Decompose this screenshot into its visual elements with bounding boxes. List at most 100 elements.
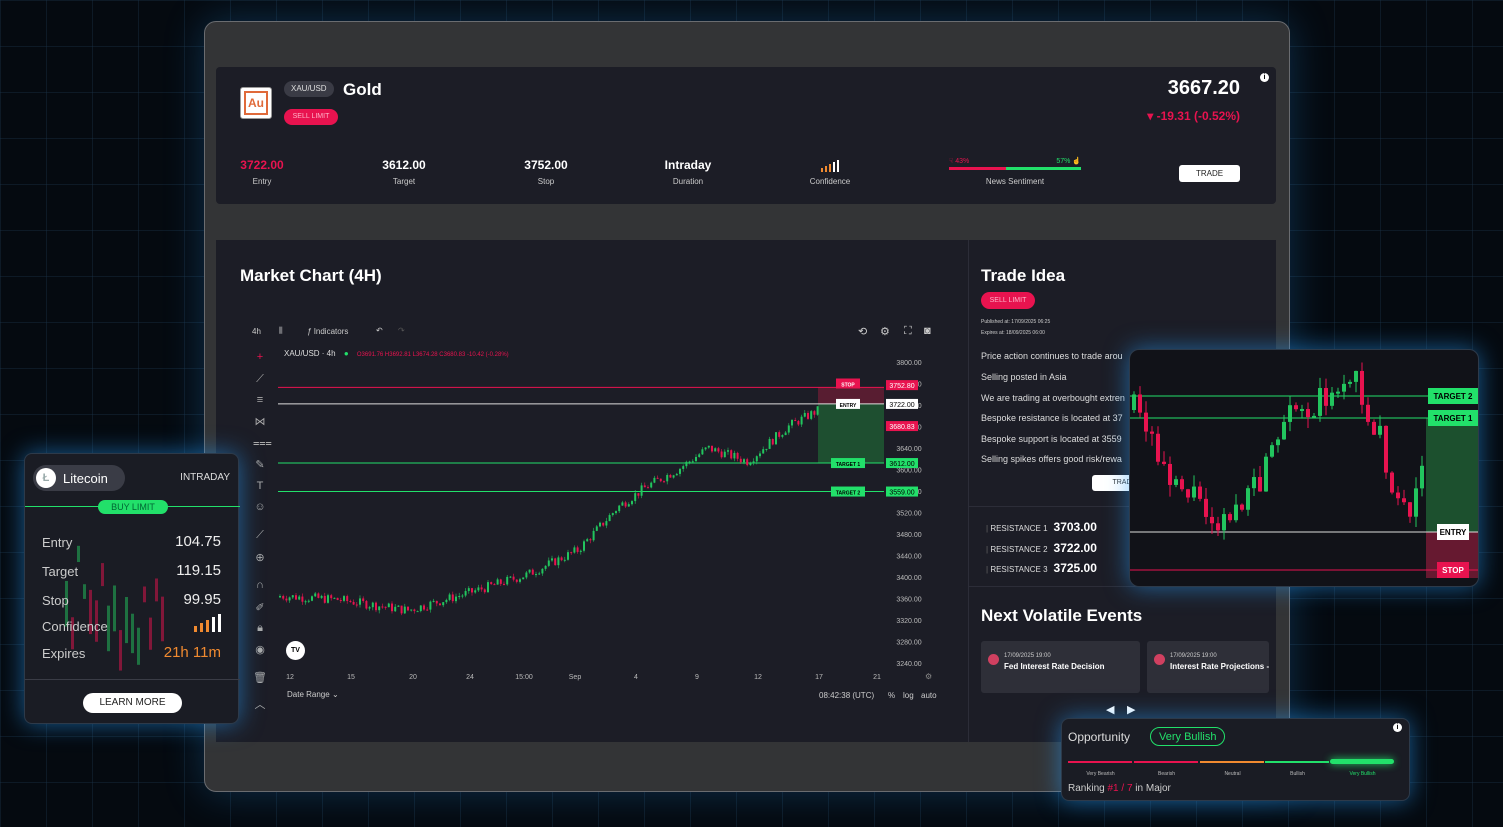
mini-candle (1144, 412, 1148, 432)
candle (362, 598, 365, 602)
pitchfork-icon[interactable]: ⋈ (254, 416, 266, 428)
mini-candle (1192, 486, 1196, 498)
candle (368, 607, 371, 609)
candle (615, 511, 617, 514)
current-price: 3667.20 (1167, 77, 1240, 99)
x-tick-label: 17 (815, 674, 823, 681)
stat-target: 3612.00 Target (382, 158, 426, 186)
candle (416, 611, 419, 613)
date-range-button[interactable]: Date Range ⌄ (287, 690, 339, 699)
crosshair-icon[interactable]: + (256, 351, 264, 363)
candle (570, 552, 573, 554)
info-icon[interactable]: i (1393, 723, 1402, 732)
event-card[interactable]: 17/09/2025 19:00 Fed Interest Rate Decisi… (981, 641, 1140, 693)
horizontal-lines-icon[interactable]: ≡ (256, 394, 264, 406)
settings-icon: ⚙ (925, 672, 932, 681)
ltc-bg-candle (77, 545, 80, 563)
prev-event-icon[interactable]: ◀ (1106, 704, 1115, 716)
candle (621, 502, 624, 506)
eye-icon[interactable]: ◉ (255, 644, 265, 656)
emoji-icon[interactable]: ☺ (254, 501, 266, 513)
candle (627, 504, 630, 507)
candle (685, 461, 688, 467)
scale-very-bearish (1068, 761, 1132, 763)
event-card[interactable]: 17/09/2025 19:00 Interest Rate Projection… (1147, 641, 1269, 693)
litecoin-background-chart (65, 545, 164, 671)
price-chart[interactable]: 3800.003760.003720.003680.003640.003600.… (278, 352, 950, 712)
candle (426, 609, 429, 611)
gold-logo: Au (240, 87, 272, 119)
info-icon[interactable]: i (1260, 73, 1269, 82)
scale-neutral (1200, 761, 1264, 763)
idea-line: Selling spikes offers good risk/rewa (981, 454, 1122, 464)
sentiment-bull: 57% ☝ (1056, 158, 1081, 165)
trendline-icon[interactable]: ⟋ (256, 373, 264, 385)
ruler-icon[interactable]: ⟋ (256, 529, 264, 541)
candle (583, 541, 585, 551)
camera-icon[interactable]: ◙ (924, 325, 931, 337)
horizon-label: INTRADAY (180, 472, 230, 483)
candle (592, 530, 595, 541)
ltc-badge: BUY LIMIT (98, 500, 168, 514)
mini-label: ENTRY (1440, 528, 1467, 537)
candle (576, 547, 579, 552)
zone-label-bg (831, 458, 865, 469)
candle (346, 596, 349, 602)
candle (778, 432, 781, 437)
settings-icon[interactable]: ⚙ (880, 326, 890, 338)
mini-candle (1306, 409, 1310, 418)
redo-icon[interactable]: ↷ (398, 326, 405, 335)
candle (659, 478, 662, 482)
mini-candle (1186, 489, 1190, 498)
fib-icon[interactable]: ⩶ (253, 437, 272, 449)
lock-drawing-icon[interactable]: ✐ (255, 602, 265, 614)
candle (810, 411, 813, 419)
fullscreen-icon[interactable]: ⛶ (904, 325, 912, 337)
candle (650, 482, 653, 488)
text-icon[interactable]: T (256, 480, 264, 492)
percent-toggle[interactable]: % (888, 691, 896, 700)
bear-icon: ☟ (949, 158, 956, 165)
brush-icon[interactable]: ✎ (255, 459, 265, 471)
candle (384, 606, 387, 608)
log-toggle[interactable]: log (903, 691, 914, 700)
published-at: Published at: 17/09/2025 06:25 (981, 319, 1051, 325)
mini-candle (1330, 392, 1334, 406)
interval-selector[interactable]: 4h (252, 327, 261, 336)
candle (467, 588, 470, 592)
candle (682, 466, 685, 469)
candle (723, 451, 726, 458)
undo-icon[interactable]: ↶ (376, 326, 383, 335)
replay-icon[interactable]: ⟲ (858, 326, 868, 338)
candle (387, 603, 390, 608)
next-event-icon[interactable]: ▶ (1127, 704, 1136, 716)
candle (336, 597, 339, 601)
trash-icon[interactable]: 🗑︎ (253, 672, 267, 684)
collapse-icon[interactable]: ︿ (254, 699, 266, 711)
mini-label: TARGET 2 (1434, 392, 1474, 401)
mini-candle (1198, 486, 1202, 499)
clock-readout: 08:42:38 (UTC) (819, 691, 875, 700)
y-tick-label: 3440.00 (896, 554, 921, 561)
mini-candle (1282, 421, 1286, 440)
candle (483, 589, 486, 593)
trade-button[interactable]: TRADE (1179, 165, 1240, 182)
candle-type-icon[interactable]: ⫼ (279, 326, 283, 335)
candle (704, 447, 707, 450)
mini-label: TARGET 1 (1434, 414, 1474, 423)
mini-candle (1294, 405, 1298, 410)
auto-toggle[interactable]: auto (921, 691, 937, 700)
candle (381, 606, 384, 608)
indicators-button[interactable]: ƒ Indicators (307, 327, 349, 336)
lock-icon[interactable]: 🔒︎ (257, 622, 263, 634)
candle (653, 477, 656, 483)
ltc-bg-candle (125, 597, 128, 644)
zoom-icon[interactable]: ⊕ (255, 552, 265, 564)
candle (784, 432, 787, 436)
mini-candle (1396, 492, 1400, 499)
magnet-icon[interactable]: ∩ (256, 579, 264, 591)
mini-candle (1348, 381, 1352, 384)
candle (400, 605, 403, 614)
candle (563, 559, 566, 561)
learn-more-button[interactable]: LEARN MORE (83, 693, 182, 713)
